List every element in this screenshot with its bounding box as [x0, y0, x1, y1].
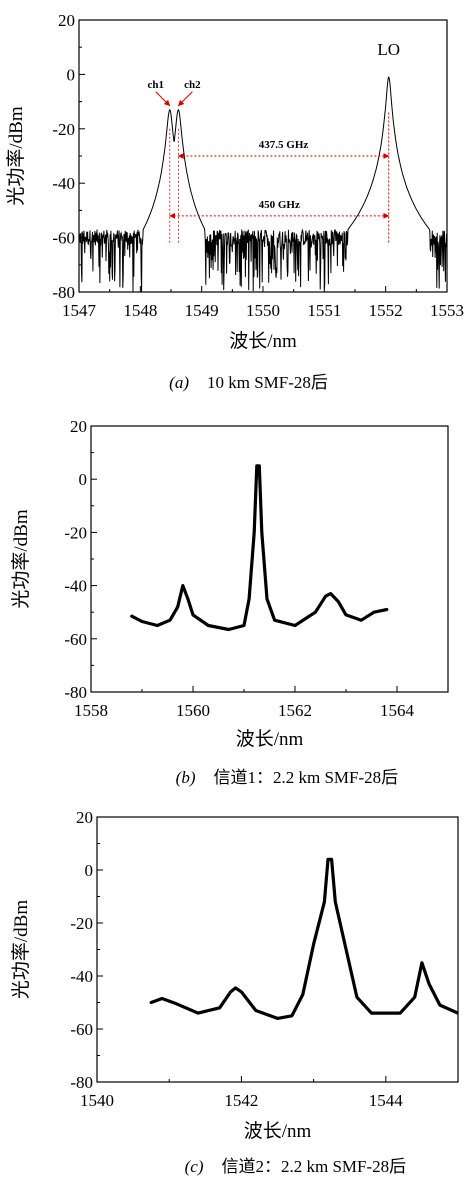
y-axis-label: 光功率/dBm: [10, 900, 32, 999]
caption-tag: (b): [176, 768, 196, 787]
x-tick-label: 1560: [176, 701, 210, 720]
caption-text: 信道2：2.2 km SMF-28后: [222, 1157, 407, 1176]
x-axis-label: 波长/nm: [236, 728, 304, 750]
x-tick-label: 1548: [123, 301, 157, 320]
y-tick-label: -20: [52, 120, 75, 139]
y-axis-label: 光功率/dBm: [5, 106, 27, 205]
caption-tag: (a): [169, 373, 189, 392]
x-tick-label: 1544: [369, 1091, 404, 1110]
x-tick-label: 1552: [369, 301, 403, 320]
y-tick-label: -60: [52, 229, 75, 248]
plot-frame: [90, 425, 449, 693]
x-axis-label: 波长/nm: [229, 330, 297, 352]
x-tick-label: 1550: [246, 301, 280, 320]
x-tick-label: 1551: [307, 301, 341, 320]
y-tick-label: -60: [64, 630, 87, 649]
x-tick-label: 1540: [80, 1091, 114, 1110]
peak-arrow: [155, 91, 171, 107]
y-axis-label: 光功率/dBm: [10, 509, 32, 608]
x-tick-label: 1553: [430, 301, 464, 320]
y-tick-label: -40: [64, 577, 87, 596]
caption-tag: (c): [185, 1157, 204, 1176]
x-tick-label: 1542: [224, 1091, 258, 1110]
y-tick-label: 0: [79, 470, 88, 489]
peak-label-lo: LO: [377, 40, 400, 59]
x-tick-label: 1558: [74, 701, 108, 720]
spectrum-line: [130, 464, 389, 632]
peak-label-ch1: ch1: [148, 79, 165, 91]
peak-arrow: [177, 91, 193, 107]
y-tick-label: -20: [70, 914, 93, 933]
y-tick-label: -80: [64, 683, 87, 702]
y-tick-label: -20: [64, 523, 87, 542]
y-tick-label: -80: [70, 1073, 93, 1092]
plot-frame: [96, 816, 459, 1083]
x-axis-label: 波长/nm: [244, 1120, 312, 1142]
x-tick-label: 1549: [185, 301, 219, 320]
y-tick-label: -60: [70, 1020, 93, 1039]
caption-text: 10 km SMF-28后: [207, 373, 328, 392]
spectrum-line: [149, 857, 458, 1020]
y-tick-label: 20: [76, 808, 93, 827]
spectrum-line: [79, 76, 447, 292]
spacing-label: 437.5 GHz: [259, 139, 309, 151]
y-tick-label: 0: [67, 65, 76, 84]
x-tick-label: 1564: [380, 701, 415, 720]
y-tick-label: 20: [58, 11, 75, 30]
y-tick-label: 0: [85, 861, 94, 880]
y-tick-label: -40: [70, 967, 93, 986]
y-tick-label: -40: [52, 174, 75, 193]
y-tick-label: -80: [52, 283, 75, 302]
x-tick-label: 1562: [278, 701, 312, 720]
caption-text: 信道1：2.2 km SMF-28后: [214, 768, 399, 787]
peak-label-ch2: ch2: [184, 79, 201, 91]
y-tick-label: 20: [70, 417, 87, 436]
x-tick-label: 1547: [62, 301, 97, 320]
spacing-label: 450 GHz: [259, 199, 300, 211]
